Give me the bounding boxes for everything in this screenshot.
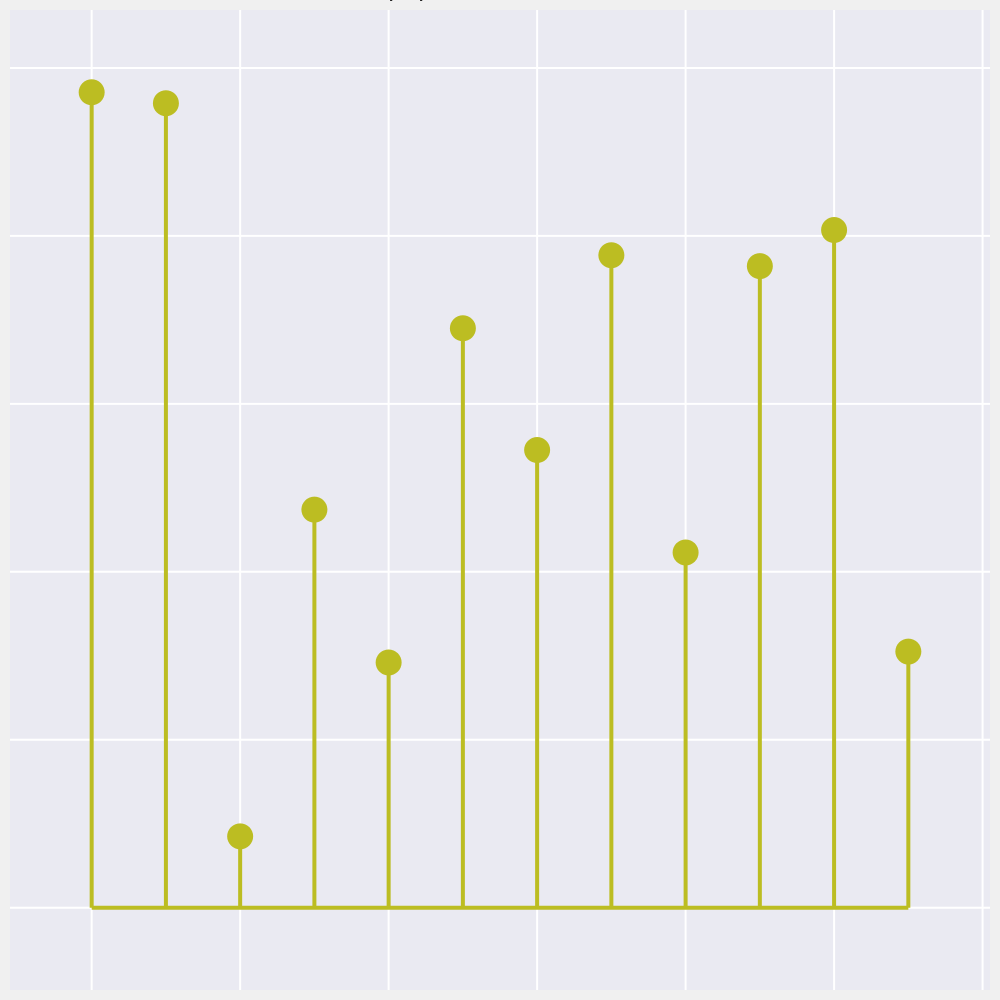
- marker: [449, 315, 476, 342]
- marker: [152, 90, 179, 117]
- marker: [375, 649, 402, 676]
- marker: [746, 253, 773, 280]
- marker: [895, 638, 922, 665]
- marker: [227, 823, 254, 850]
- marker: [78, 79, 105, 106]
- marker: [301, 496, 328, 523]
- marker: [598, 242, 625, 269]
- marker: [821, 217, 848, 244]
- marker: [524, 437, 551, 464]
- marker: [672, 539, 699, 566]
- chart-title: Lollipop chart with 12 bars: [340, 0, 659, 2]
- plot-area: [10, 10, 990, 990]
